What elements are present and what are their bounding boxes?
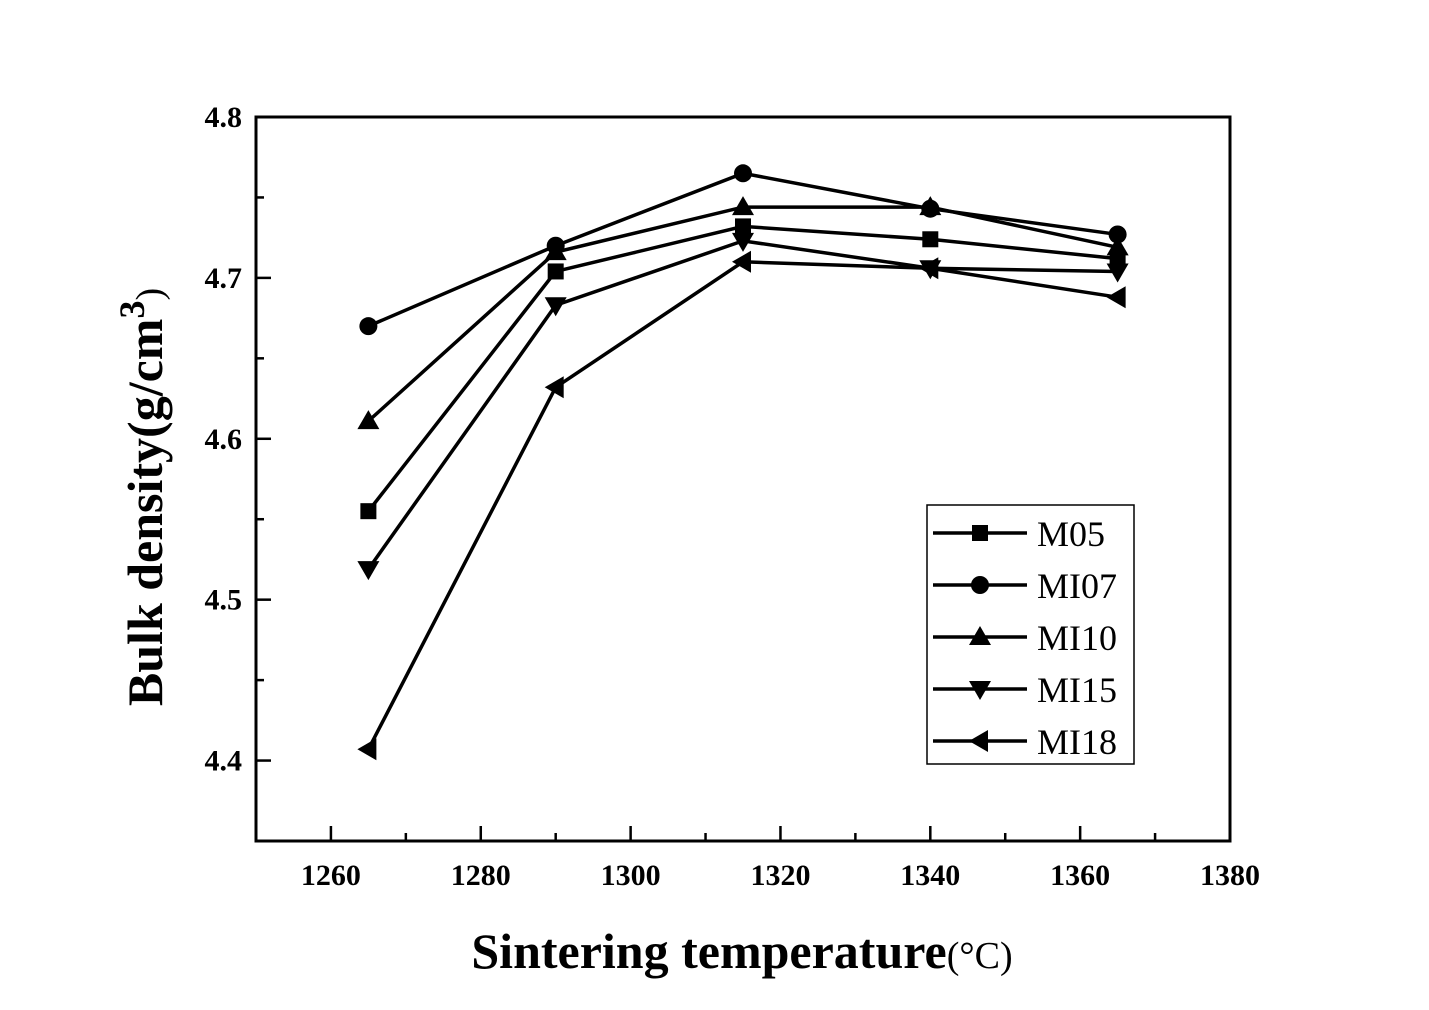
x-tick-label: 1340 (900, 859, 960, 892)
data-point (544, 376, 564, 399)
data-point (734, 164, 752, 183)
legend-label: MI18 (1037, 722, 1117, 762)
y-axis-title: Bulk density(g/cm3) (112, 288, 173, 706)
legend-label: MI10 (1037, 618, 1117, 658)
legend-marker (972, 525, 988, 541)
series-m05 (360, 218, 1126, 520)
y-tick-label: 4.8 (205, 101, 243, 134)
series-mi10 (357, 196, 1129, 430)
legend-item: MI15 (933, 670, 1117, 710)
data-point (547, 263, 564, 280)
x-tick-label: 1380 (1200, 859, 1260, 892)
legend-marker (969, 681, 991, 700)
legend-item: MI10 (933, 618, 1117, 658)
data-point (357, 410, 380, 430)
legend-label: MI15 (1037, 670, 1117, 710)
y-tick-label: 4.5 (205, 584, 243, 617)
x-tick-label: 1300 (601, 859, 661, 892)
legend-label: M05 (1037, 514, 1105, 554)
data-point (735, 218, 751, 235)
legend-item: M05 (933, 514, 1105, 554)
legend-item: MI07 (933, 566, 1117, 606)
x-tick-label: 1280 (451, 859, 511, 892)
y-tick-label: 4.4 (205, 745, 243, 778)
legend-item: MI18 (933, 722, 1117, 762)
legend-marker (969, 626, 991, 645)
data-point (1108, 225, 1127, 244)
y-tick-label: 4.7 (205, 262, 243, 295)
data-point (919, 257, 939, 280)
data-point (357, 561, 380, 581)
legend: M05 MI07 MI10 MI15 MI18 (926, 504, 1135, 765)
data-point (1106, 286, 1126, 309)
data-point (732, 196, 754, 216)
legend-label: MI07 (1037, 566, 1117, 606)
data-point (359, 317, 378, 336)
data-point (544, 297, 567, 317)
data-point (919, 196, 942, 216)
legend-box (926, 504, 1135, 765)
legend-marker (969, 730, 988, 752)
x-tick-label: 1360 (1050, 859, 1110, 892)
plot-frame (254, 115, 1232, 843)
data-point (1106, 236, 1129, 256)
data-point (922, 231, 939, 248)
data-point (1106, 263, 1129, 283)
legend-marker (971, 576, 989, 594)
series-layer (357, 164, 1129, 761)
series-mi18 (357, 250, 1126, 761)
data-point (544, 241, 567, 261)
axes: 1260 1280 1300 1320 1340 1360 1380 4.4 4.5 4.6 4.7… (205, 101, 1261, 892)
x-axis-title: Sintering temperature(°C) (471, 923, 1012, 979)
data-point (732, 250, 751, 273)
data-point (357, 738, 377, 761)
data-point (360, 503, 377, 520)
x-tick-label: 1320 (750, 859, 810, 892)
y-tick-label: 4.6 (205, 423, 243, 456)
x-tick-label: 1260 (301, 859, 361, 892)
data-point (732, 232, 754, 252)
